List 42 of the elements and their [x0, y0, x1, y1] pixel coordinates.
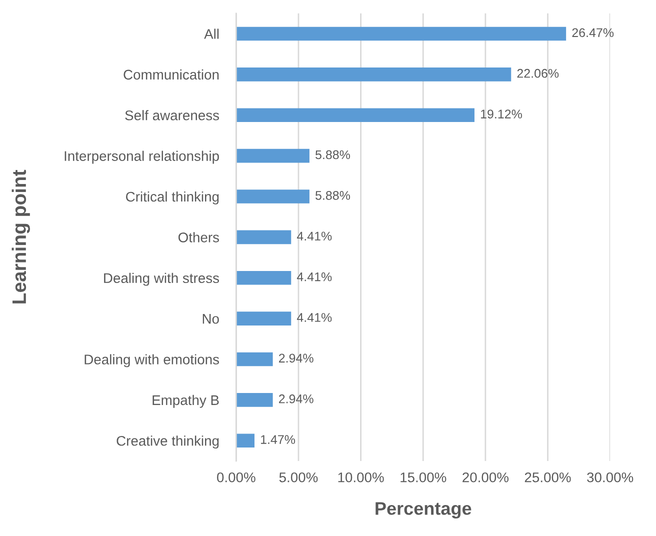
- y-tick-label: Critical thinking: [126, 191, 219, 204]
- y-tick-label: Self awareness: [125, 110, 219, 120]
- data-label: 1.47%: [260, 435, 296, 444]
- data-label: 5.88%: [316, 190, 350, 200]
- bar: [236, 190, 310, 204]
- y-axis-title: Learning point: [12, 170, 30, 304]
- y-tick-label: Others: [178, 232, 219, 242]
- x-tick-label: 15.00%: [400, 472, 446, 482]
- bar: [236, 26, 566, 41]
- x-tick-label: 30.00%: [587, 472, 634, 482]
- bar: [236, 434, 254, 448]
- data-label: 2.94%: [278, 354, 314, 363]
- y-tick-label: Creative thinking: [116, 436, 219, 449]
- data-label: 5.88%: [316, 150, 350, 160]
- x-axis-title: Percentage: [376, 502, 472, 519]
- data-label: 4.41%: [296, 232, 332, 240]
- bar: [236, 148, 310, 163]
- y-tick-label: Interpersonal relationship: [64, 150, 219, 164]
- x-tick-label: 0.00%: [217, 472, 256, 482]
- bar: [236, 312, 292, 326]
- data-label: 4.41%: [296, 272, 332, 282]
- x-tick-label: 10.00%: [338, 472, 384, 482]
- x-tick-label: 25.00%: [524, 472, 571, 482]
- y-tick-label: Dealing with emotions: [84, 354, 219, 368]
- bar: [236, 393, 273, 407]
- data-label: 26.47%: [572, 28, 614, 38]
- bar: [236, 270, 292, 285]
- y-tick-label: Empathy B: [152, 394, 219, 408]
- bar: [236, 352, 273, 366]
- y-tick-label: Communication: [124, 69, 219, 80]
- bar: [236, 108, 474, 122]
- data-label: 4.41%: [296, 313, 332, 322]
- y-tick-label: All: [204, 28, 219, 39]
- x-tick-label: 20.00%: [462, 472, 508, 482]
- data-label: 22.06%: [517, 68, 559, 78]
- data-label: 2.94%: [278, 394, 314, 404]
- y-tick-label: Dealing with stress: [104, 272, 219, 286]
- bar: [236, 68, 512, 82]
- bar: [236, 230, 292, 244]
- x-tick-label: 5.00%: [279, 472, 318, 482]
- data-label: 19.12%: [480, 110, 522, 118]
- y-tick-label: No: [202, 314, 219, 324]
